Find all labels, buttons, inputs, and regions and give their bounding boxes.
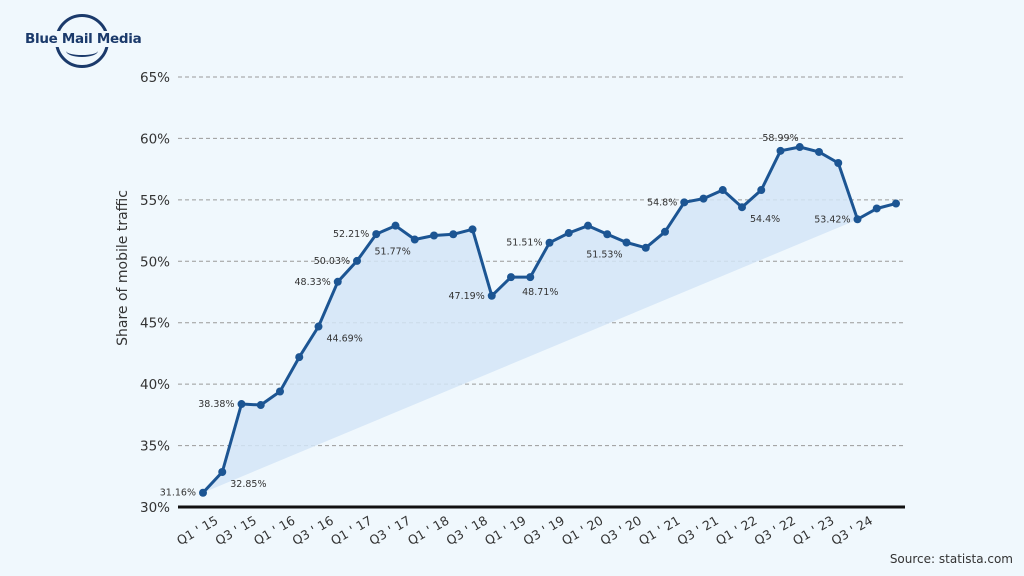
data-point [661, 227, 669, 236]
data-label: 53.42% [814, 214, 850, 225]
x-tick-label: Q3 ' 24 [828, 513, 875, 549]
data-points [199, 143, 900, 497]
x-tick-label: Q3 ' 15 [212, 513, 259, 549]
data-label: 51.53% [586, 249, 622, 260]
data-point [526, 273, 535, 282]
x-tick-label: Q3 ' 17 [366, 513, 413, 549]
source-note: Source: statista.com [889, 552, 1013, 566]
data-point [718, 186, 727, 195]
y-tick-label: 65% [140, 70, 170, 86]
data-point [410, 235, 419, 244]
y-tick-label: 45% [140, 316, 170, 332]
x-tick-label: Q1 ' 16 [251, 513, 298, 549]
data-label: 47.19% [449, 291, 485, 302]
x-tick-label: Q3 ' 19 [520, 513, 567, 549]
data-point [487, 291, 496, 300]
y-tick-label: 35% [140, 439, 170, 455]
x-tick-label: Q3 ' 16 [289, 513, 336, 549]
data-point [892, 199, 900, 208]
y-axis-ticks: 30% 35% 40% 45% 50% 55% 60% 65% [140, 70, 170, 516]
data-point [218, 467, 227, 476]
data-label: 44.69% [327, 334, 363, 345]
data-point [603, 230, 612, 239]
data-point [314, 322, 323, 331]
x-tick-label: Q1 ' 15 [174, 513, 221, 549]
data-label: 31.16% [160, 488, 196, 499]
data-label: 48.33% [295, 277, 331, 288]
x-tick-label: Q3 ' 20 [597, 513, 644, 549]
area-layer [203, 147, 896, 493]
data-labels: 31.16% 32.85% 38.38% 44.69% 48.33% 50.03% 52.2… [160, 133, 851, 499]
y-tick-label: 60% [140, 131, 170, 147]
data-point [449, 230, 458, 239]
data-point [853, 215, 862, 224]
data-point [834, 159, 843, 167]
data-label: 38.38% [198, 399, 234, 410]
data-label: 58.99% [762, 133, 798, 144]
data-point [372, 230, 381, 239]
data-label: 50.03% [314, 256, 350, 267]
data-point [564, 229, 573, 238]
y-tick-label: 30% [140, 500, 170, 516]
y-tick-label: 40% [140, 377, 170, 393]
brand-name: Blue Mail Media [22, 31, 145, 47]
data-label: 52.21% [333, 229, 369, 240]
data-point [680, 198, 689, 207]
x-tick-label: Q3 ' 22 [751, 513, 798, 549]
data-point [622, 238, 631, 247]
data-point [795, 143, 804, 152]
data-label: 54.4% [750, 214, 780, 225]
y-tick-label: 50% [140, 254, 170, 270]
data-point [468, 225, 477, 234]
x-tick-label: Q1 ' 22 [713, 513, 760, 549]
data-point [584, 221, 592, 230]
x-tick-label: Q3 ' 18 [443, 513, 490, 549]
data-point [545, 238, 554, 247]
x-tick-label: Q1 ' 17 [328, 513, 375, 549]
data-point [815, 147, 823, 156]
brand-logo: Blue Mail Media [22, 14, 145, 72]
data-point [699, 194, 708, 203]
x-tick-label: Q1 ' 23 [790, 513, 837, 549]
data-point [256, 401, 265, 410]
data-point [391, 221, 400, 230]
data-point [333, 277, 342, 286]
x-tick-label: Q1 ' 19 [482, 513, 529, 549]
data-point [353, 256, 361, 265]
data-point [199, 488, 207, 497]
x-tick-label: Q1 ' 18 [405, 513, 452, 549]
data-point [738, 203, 746, 212]
data-point [237, 400, 246, 409]
x-tick-label: Q1 ' 20 [559, 513, 606, 549]
data-point [295, 353, 304, 362]
data-point [776, 146, 785, 155]
data-point [430, 231, 438, 240]
x-tick-label: Q1 ' 21 [636, 513, 683, 549]
data-point [641, 243, 650, 252]
data-label: 51.51% [506, 238, 542, 249]
area-fill [203, 147, 896, 493]
y-axis-label: Share of mobile traffic [115, 190, 131, 346]
x-tick-label: Q3 ' 21 [674, 513, 721, 549]
data-label: 54.8% [647, 197, 677, 208]
data-point [757, 186, 766, 195]
data-point [276, 387, 284, 396]
data-label: 51.77% [375, 247, 411, 258]
data-label: 48.71% [522, 287, 558, 298]
data-point [507, 273, 515, 282]
y-tick-label: 55% [140, 193, 170, 209]
data-label: 32.85% [230, 479, 266, 490]
data-point [872, 204, 881, 213]
